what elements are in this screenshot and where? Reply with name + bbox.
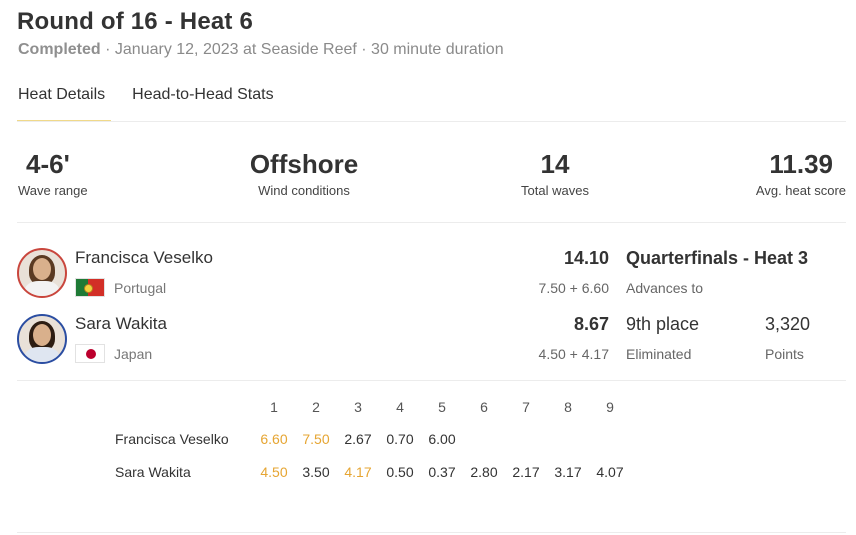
divider — [17, 121, 846, 122]
column-header-wave: 2 — [312, 399, 320, 415]
wave-score-cell: 3.50 — [302, 463, 330, 480]
table-row: Francisca Veselko 6.60 7.50 2.67 0.70 6.… — [115, 422, 631, 455]
wave-score-cell — [505, 422, 547, 455]
wave-score-cell: 0.37 — [428, 463, 456, 480]
wave-score-cell: 3.17 — [554, 463, 582, 480]
surfer-country: Japan — [114, 346, 153, 362]
heat-total: 14.10 — [563, 248, 609, 268]
wave-score-cell: 2.67 — [344, 430, 372, 447]
wave-score-cell — [463, 422, 505, 455]
stat-value: Offshore — [249, 149, 359, 179]
wave-score-cell — [589, 422, 631, 455]
stat-value: 11.39 — [769, 149, 833, 179]
wave-score-cell: 4.07 — [596, 463, 624, 480]
stat-label: Wind conditions — [258, 183, 350, 198]
score-breakdown: 7.50 + 6.60 — [538, 280, 609, 296]
outcome-label: Advances to — [626, 280, 704, 296]
column-header-wave: 3 — [354, 399, 362, 415]
table-header-row: 1 2 3 4 5 6 7 8 9 — [115, 392, 631, 422]
surfer-name[interactable]: Sara Wakita — [75, 314, 167, 333]
points-value: 3,320 — [765, 314, 811, 334]
divider — [17, 532, 846, 533]
table-row: Sara Wakita 4.50 3.50 4.17 0.50 0.37 2.8… — [115, 455, 631, 488]
column-header-wave: 8 — [564, 399, 572, 415]
tab-bar: Heat Details Head-to-Head Stats — [17, 86, 275, 122]
column-header-wave: 1 — [270, 399, 278, 415]
column-header-wave: 4 — [396, 399, 404, 415]
wave-score-cell: 0.50 — [386, 463, 414, 480]
column-header-wave: 9 — [606, 399, 614, 415]
avatar — [17, 248, 67, 298]
heat-total: 8.67 — [573, 314, 609, 334]
column-header-wave: 7 — [522, 399, 530, 415]
stat-wave-range: 4-6' Wave range — [18, 148, 88, 198]
stat-wind-conditions: Offshore Wind conditions — [244, 148, 364, 198]
column-header-surfer — [115, 392, 253, 422]
wave-scores-table: 1 2 3 4 5 6 7 8 9 Francisca Veselko 6.60… — [115, 392, 631, 488]
wave-score-cell: 2.17 — [512, 463, 540, 480]
heat-status: Completed — [18, 41, 101, 58]
stat-avg-heat-score: 11.39 Avg. heat score — [756, 148, 846, 198]
wave-score-cell: 6.00 — [428, 430, 456, 447]
surfer-row-sara-wakita[interactable]: Sara Wakita Japan 8.67 4.50 + 4.17 9th p… — [17, 314, 847, 370]
stat-label: Avg. heat score — [755, 183, 846, 198]
surfer-row-francisca-veselko[interactable]: Francisca Veselko Portugal 14.10 7.50 + … — [17, 248, 847, 304]
wave-score-cell: 4.50 — [260, 463, 288, 480]
column-header-wave: 6 — [480, 399, 488, 415]
row-surfer-name: Francisca Veselko — [115, 430, 229, 447]
japan-flag-icon — [75, 344, 105, 363]
wave-score-cell: 6.60 — [260, 430, 288, 447]
stat-value: 14 — [540, 149, 570, 179]
row-surfer-name: Sara Wakita — [115, 463, 191, 480]
outcome-label: Eliminated — [626, 346, 692, 362]
divider — [17, 222, 846, 223]
wave-score-cell: 0.70 — [386, 430, 414, 447]
wave-score-cell: 7.50 — [302, 430, 330, 447]
avatar — [17, 314, 67, 364]
stat-label: Total waves — [521, 183, 589, 198]
heat-title: Round of 16 - Heat 6 — [17, 8, 254, 35]
wave-score-cell: 4.17 — [344, 463, 372, 480]
heat-details: · January 12, 2023 at Seaside Reef · 30 … — [100, 41, 504, 58]
points-label: Points — [765, 346, 804, 362]
wave-score-cell: 2.80 — [470, 463, 498, 480]
heat-subtitle: Completed · January 12, 2023 at Seaside … — [18, 41, 504, 59]
outcome: 9th place — [626, 314, 700, 334]
wave-score-cell — [547, 422, 589, 455]
score-breakdown: 4.50 + 4.17 — [538, 346, 609, 362]
outcome[interactable]: Quarterfinals - Heat 3 — [626, 248, 809, 268]
portugal-flag-icon — [75, 278, 105, 297]
stat-total-waves: 14 Total waves — [505, 148, 605, 198]
column-header-wave: 5 — [438, 399, 446, 415]
divider — [17, 380, 846, 381]
tab-head-to-head-stats[interactable]: Head-to-Head Stats — [132, 86, 274, 103]
stat-value: 4-6' — [26, 149, 70, 179]
surfer-country: Portugal — [114, 280, 167, 296]
tab-heat-details[interactable]: Heat Details — [17, 86, 112, 122]
stat-label: Wave range — [18, 183, 88, 198]
surfer-name[interactable]: Francisca Veselko — [75, 248, 213, 267]
